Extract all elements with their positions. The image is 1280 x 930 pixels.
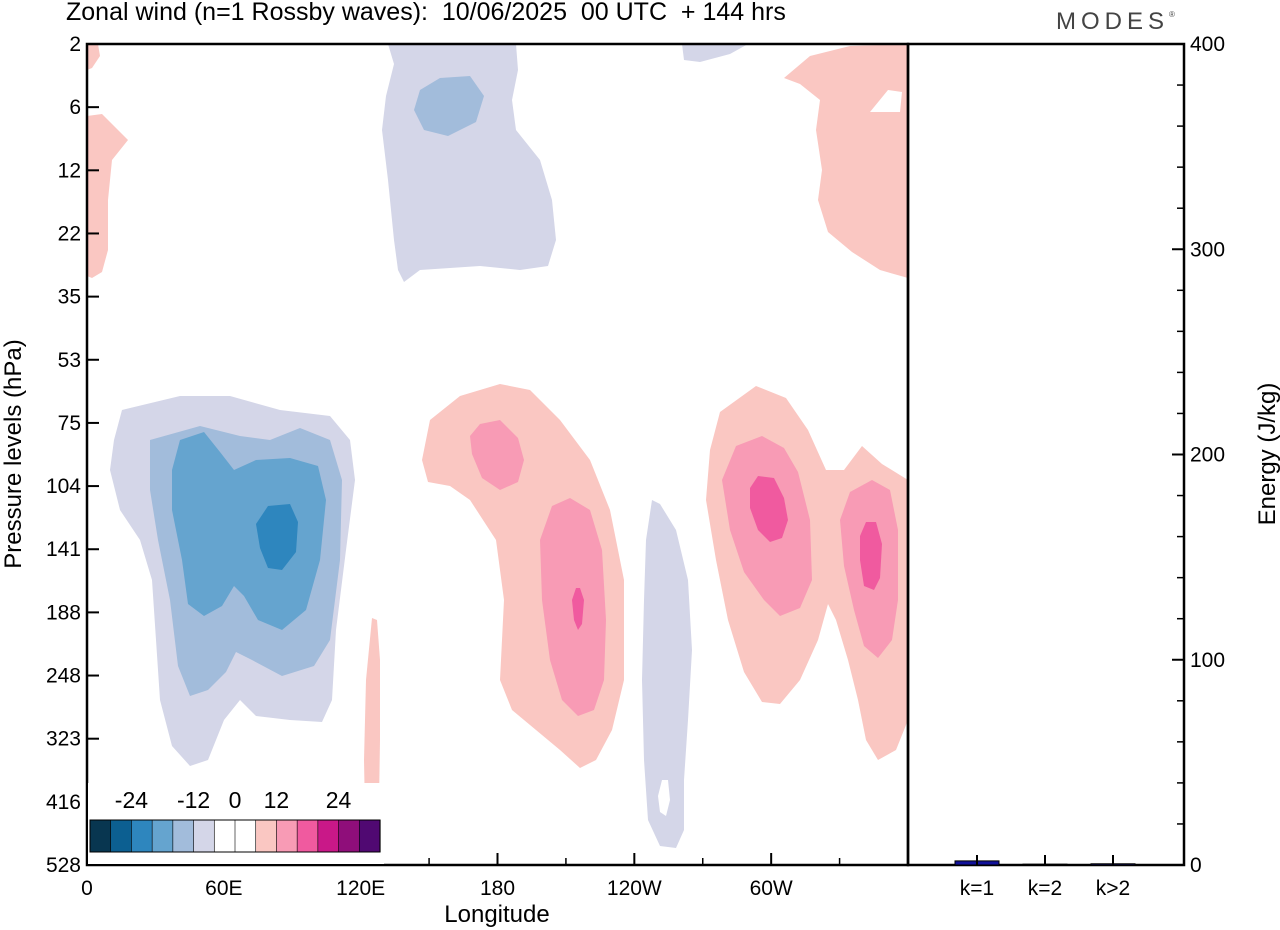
contour-negative-upper-core xyxy=(414,76,484,136)
contour-positive-right-core2 xyxy=(860,522,882,590)
pressure-tick-label: 2 xyxy=(69,33,81,56)
colorbar-cell xyxy=(110,819,133,853)
logo-text: MODES xyxy=(1056,8,1170,35)
contour-negative-left-inner xyxy=(172,432,326,630)
pressure-tick-label: 323 xyxy=(46,728,81,751)
energy-axis-label: Energy (J/kg) xyxy=(1254,383,1280,526)
registered-mark: ® xyxy=(1169,10,1175,19)
colorbar-label: -12 xyxy=(177,787,210,813)
pressure-tick-label: 12 xyxy=(58,159,81,182)
pressure-axis: 2 6 12 22 35 53 75 104 141 188 248 323 416 528 xyxy=(46,33,99,877)
energy-tick-label: 400 xyxy=(1190,33,1225,56)
energy-bars: k=1 k=2 k>2 xyxy=(954,855,1136,900)
longitude-axis: 0 60E 120E 180 120W 60W xyxy=(81,853,841,900)
pressure-tick-label: 22 xyxy=(58,222,81,245)
contour-positive-upper-right xyxy=(784,44,908,278)
contour-positive-left-top xyxy=(87,44,100,70)
pressure-tick-label: 188 xyxy=(46,601,81,624)
longitude-tick-label: 180 xyxy=(480,877,515,900)
colorbar-label: 12 xyxy=(264,787,290,813)
colorbar-cell xyxy=(338,819,360,853)
pressure-tick-label: 53 xyxy=(58,349,81,372)
colorbar-cell xyxy=(358,819,381,853)
energy-axis: 0 100 200 300 400 xyxy=(1172,33,1225,877)
colorbar-cell xyxy=(89,819,112,853)
pressure-tick-label: 416 xyxy=(46,791,81,814)
x-axis-label: Longitude xyxy=(444,901,549,928)
energy-plot-frame xyxy=(906,42,1186,867)
colorbar-cell xyxy=(317,819,340,853)
y-axis-label: Pressure levels (hPa) xyxy=(0,339,27,568)
colorbar-cell xyxy=(131,819,153,853)
energy-tick-label: 300 xyxy=(1190,238,1225,261)
contour-negative-left-core xyxy=(256,504,298,570)
pressure-tick-label: 141 xyxy=(46,538,81,561)
colorbar-cell xyxy=(172,819,195,853)
colorbar-frame xyxy=(89,819,381,853)
contour-negative-top-sliver xyxy=(682,44,748,62)
energy-category-label: k=2 xyxy=(1028,877,1062,900)
colorbar-cell xyxy=(296,819,319,853)
energy-category-label: k=1 xyxy=(960,877,994,900)
longitude-tick-label: 120W xyxy=(607,877,662,900)
colorbar-cell xyxy=(213,819,236,853)
colorbar-label: -24 xyxy=(115,787,148,813)
colorbar-cell xyxy=(276,819,298,853)
wind-contour-field xyxy=(87,44,908,865)
energy-tick-label: 0 xyxy=(1190,854,1202,877)
longitude-tick-label: 60W xyxy=(750,877,793,900)
colorbar-label: 0 xyxy=(229,787,242,813)
longitude-tick-label: 60E xyxy=(205,877,242,900)
pressure-tick-label: 35 xyxy=(58,286,81,309)
contour-positive-center-ring1 xyxy=(470,420,524,490)
pressure-tick-label: 528 xyxy=(46,854,81,877)
colorbar-label: 24 xyxy=(326,787,352,813)
colorbar-labels: -24 -12 0 12 24 xyxy=(115,787,352,813)
pressure-tick-label: 6 xyxy=(69,96,81,119)
chart-title: Zonal wind (n=1 Rossby waves): 10/06/202… xyxy=(66,0,786,26)
longitude-tick-label: 0 xyxy=(81,877,93,900)
pressure-tick-label: 248 xyxy=(46,665,81,688)
colorbar: -24 -12 0 12 24 xyxy=(88,783,384,864)
contour-positive-right-core1 xyxy=(750,476,788,542)
pressure-tick-label: 104 xyxy=(46,475,81,498)
pressure-tick-label: 75 xyxy=(58,412,81,435)
contour-positive-left-strip xyxy=(87,114,128,278)
colorbar-cell xyxy=(255,819,278,853)
energy-tick-label: 200 xyxy=(1190,444,1225,467)
colorbar-cell xyxy=(193,819,215,853)
colorbar-cell xyxy=(151,819,174,853)
contour-center-band-hole xyxy=(658,780,670,816)
energy-tick-label: 100 xyxy=(1190,649,1225,672)
energy-category-label: k>2 xyxy=(1096,877,1130,900)
contour-negative-center-band xyxy=(642,500,692,848)
colorbar-cell xyxy=(234,819,257,853)
colorbar-cells xyxy=(89,819,381,853)
contour-positive-center-core xyxy=(572,588,584,630)
longitude-tick-label: 120E xyxy=(336,877,385,900)
modes-logo: MODES® xyxy=(1056,8,1175,36)
